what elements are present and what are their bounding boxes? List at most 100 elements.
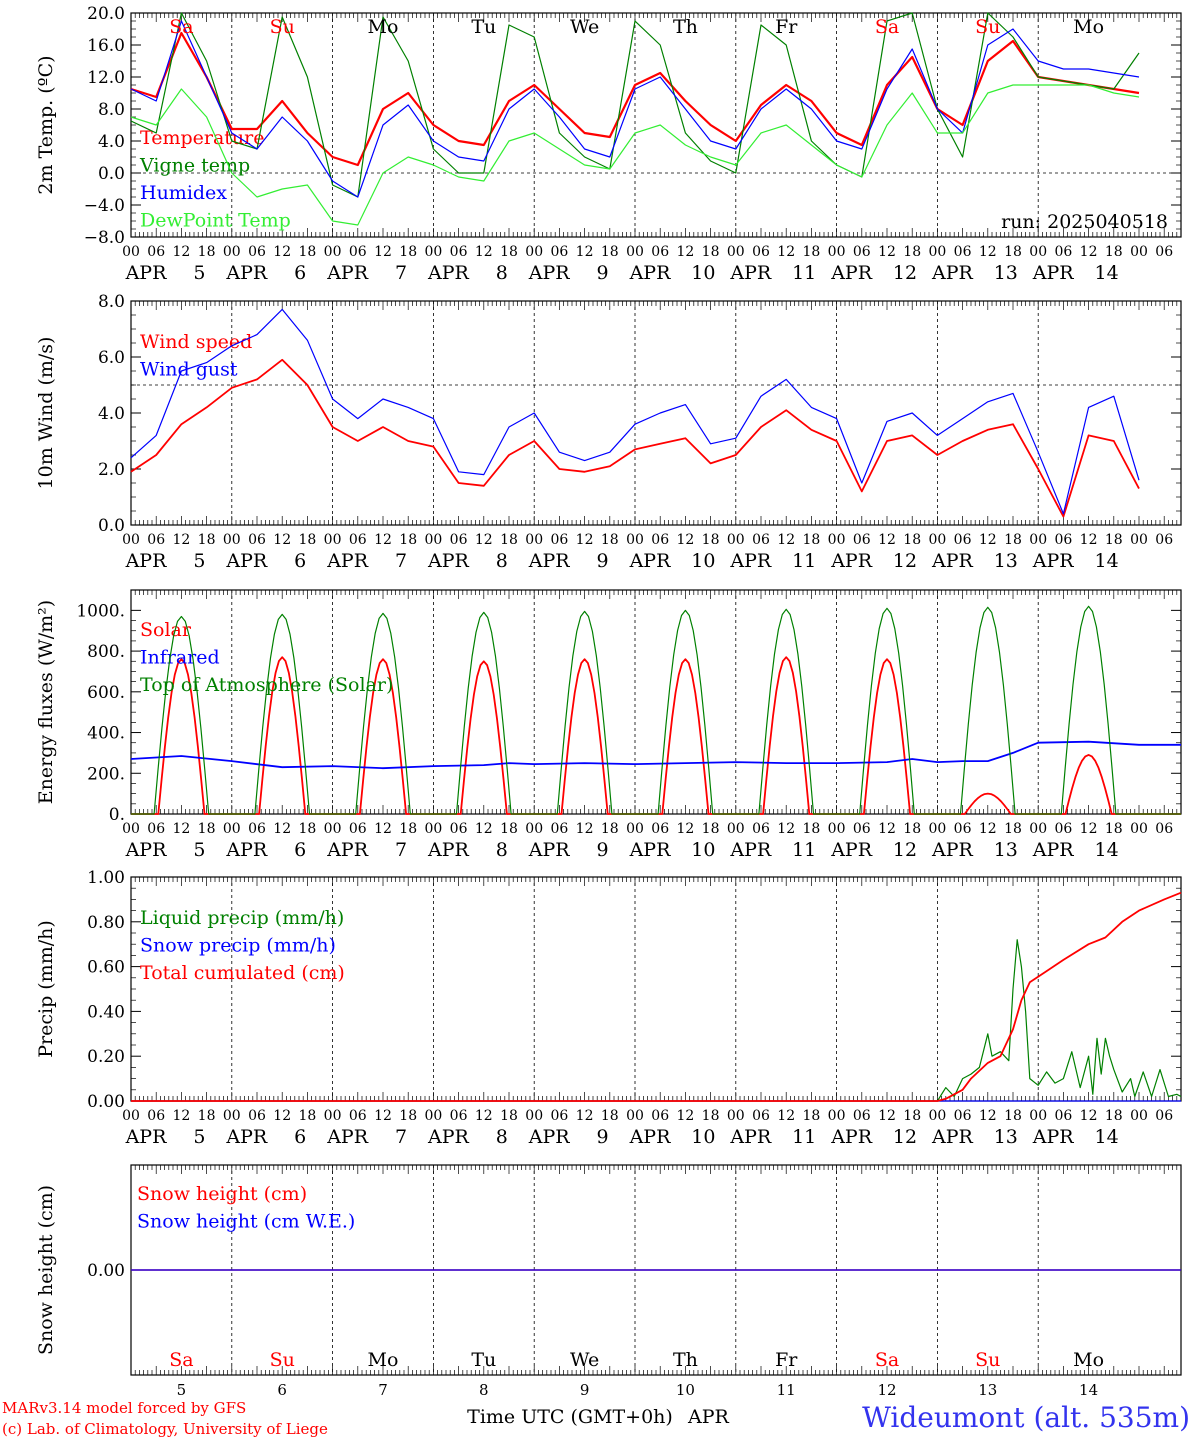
month-label: APR <box>1032 839 1075 861</box>
month-label: APR <box>225 550 268 572</box>
hour-tick-label: 12 <box>777 244 795 260</box>
series-line-humidex <box>130 20 1140 198</box>
month-label: APR <box>326 839 369 861</box>
hour-tick-label: 18 <box>601 821 619 837</box>
y-tick-label: 4.0 <box>98 404 125 424</box>
date-label: 9 <box>597 550 609 572</box>
date-label: 13 <box>994 839 1018 861</box>
hour-tick-label: 06 <box>147 244 165 260</box>
hour-tick-label: 18 <box>802 821 820 837</box>
run-label: run: 2025040518 <box>1001 211 1168 233</box>
hour-tick-label: 06 <box>147 1108 165 1124</box>
hour-tick-label: 18 <box>399 821 417 837</box>
y-tick-label: 16.0 <box>87 36 125 56</box>
hour-tick-label: 00 <box>626 821 644 837</box>
hour-tick-label: 12 <box>374 1108 392 1124</box>
y-tick-label: 2.0 <box>98 460 125 480</box>
date-label: 10 <box>691 550 715 572</box>
series-line-wind-speed <box>130 358 1140 518</box>
hour-tick-label: 18 <box>702 532 720 548</box>
hour-tick-label: 06 <box>752 244 770 260</box>
month-label: APR <box>125 839 168 861</box>
hour-tick-label: 06 <box>651 1108 669 1124</box>
hour-tick-label: 00 <box>324 1108 342 1124</box>
hour-tick-label: 00 <box>424 244 442 260</box>
series-line-total-cumulated-cm- <box>131 891 1182 1102</box>
month-label: APR <box>629 550 672 572</box>
y-tick-label: 0.40 <box>87 1002 125 1022</box>
hour-tick-label: 12 <box>172 1108 190 1124</box>
hour-tick-label: 00 <box>727 821 745 837</box>
hour-tick-label: 06 <box>450 1108 468 1124</box>
hour-tick-label: 18 <box>399 1108 417 1124</box>
y-tick-label: 0.0 <box>98 164 125 184</box>
y-tick-label: 0.00 <box>87 1092 125 1112</box>
hour-tick-label: 00 <box>828 244 846 260</box>
hour-tick-label: 12 <box>1080 821 1098 837</box>
y-axis-label: Energy fluxes (W/m²) <box>35 600 57 804</box>
date-label: 5 <box>193 262 205 284</box>
month-label: APR <box>427 262 470 284</box>
hour-tick-label: 18 <box>198 532 216 548</box>
hour-tick-label: 18 <box>399 532 417 548</box>
hour-tick-label: 18 <box>298 244 316 260</box>
panel-snow: 0.00 Snow height (cm) Snow height (cm) Snow… <box>35 1164 1182 1399</box>
hour-tick-label: 18 <box>1004 1108 1022 1124</box>
hour-tick-label: 06 <box>248 244 266 260</box>
hour-tick-label: 18 <box>702 1108 720 1124</box>
month-label: APR <box>1032 1126 1075 1148</box>
y-tick-label: 8.0 <box>98 100 125 120</box>
date-label: 14 <box>1095 262 1119 284</box>
date-label: 11 <box>792 1126 816 1148</box>
hour-tick-label: 18 <box>500 532 518 548</box>
hour-tick-label: 06 <box>1054 1108 1072 1124</box>
hour-tick-label: 00 <box>1029 1108 1047 1124</box>
hour-tick-label: 00 <box>626 532 644 548</box>
hour-tick-label: 12 <box>374 821 392 837</box>
hour-tick-label: 00 <box>525 821 543 837</box>
hour-tick-label: 06 <box>752 1108 770 1124</box>
hour-tick-label: 00 <box>223 821 241 837</box>
hour-tick-label: 12 <box>172 244 190 260</box>
date-label: 14 <box>1095 839 1119 861</box>
x-axis-month: APR <box>687 1406 730 1428</box>
hour-tick-label: 06 <box>147 821 165 837</box>
month-label: APR <box>629 839 672 861</box>
hour-tick-label: 12 <box>1080 1108 1098 1124</box>
hour-tick-label: 06 <box>752 821 770 837</box>
hour-tick-label: 00 <box>828 532 846 548</box>
hour-tick-label: 18 <box>298 1108 316 1124</box>
legend-entry: Snow height (cm W.E.) <box>137 1211 355 1233</box>
day-of-week-label: We <box>570 1349 599 1371</box>
day-of-week-label: Su <box>270 16 295 38</box>
date-label: 11 <box>792 839 816 861</box>
legend-entry: Vigne temp <box>139 155 250 177</box>
day-of-week-label: Su <box>270 1349 295 1371</box>
date-label: 9 <box>597 262 609 284</box>
month-label: APR <box>427 550 470 572</box>
hour-tick-label: 18 <box>601 532 619 548</box>
month-label: APR <box>830 1126 873 1148</box>
hour-tick-label: 06 <box>954 1108 972 1124</box>
hour-tick-label: 12 <box>878 1108 896 1124</box>
date-number-label: 10 <box>676 1381 695 1399</box>
hour-tick-label: 06 <box>550 532 568 548</box>
month-label: APR <box>931 262 974 284</box>
hour-tick-label: 00 <box>424 821 442 837</box>
y-tick-label: 20.0 <box>87 4 125 24</box>
hour-tick-label: 06 <box>450 532 468 548</box>
hour-tick-label: 18 <box>1105 244 1123 260</box>
y-tick-label: 0. <box>109 805 125 825</box>
legend-entry: Top of Atmosphere (Solar) <box>140 674 393 696</box>
date-label: 11 <box>792 262 816 284</box>
hour-tick-label: 00 <box>324 244 342 260</box>
date-label: 10 <box>691 1126 715 1148</box>
hour-tick-label: 12 <box>777 532 795 548</box>
hour-tick-label: 00 <box>928 532 946 548</box>
day-of-week-label: We <box>570 16 599 38</box>
date-label: 12 <box>893 262 917 284</box>
date-number-label: 6 <box>277 1381 287 1399</box>
y-axis-label: 10m Wind (m/s) <box>35 337 57 490</box>
legend-entry: Wind gust <box>140 359 238 381</box>
hour-tick-label: 06 <box>248 821 266 837</box>
